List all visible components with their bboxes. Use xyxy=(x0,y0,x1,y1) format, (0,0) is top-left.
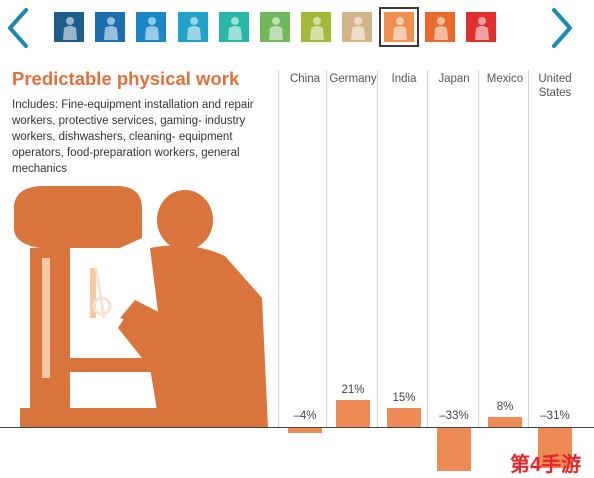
bar xyxy=(538,428,572,469)
chevron-right-icon xyxy=(552,8,572,48)
worker-icon xyxy=(260,12,290,42)
worker-tile-9[interactable] xyxy=(378,7,419,47)
value-label: 21% xyxy=(341,383,365,396)
worker-tile-5[interactable] xyxy=(218,12,249,42)
worker-icon xyxy=(54,12,84,42)
value-label: –33% xyxy=(439,410,469,422)
panel-title: Predictable physical work xyxy=(12,68,240,89)
worker-tile-1[interactable] xyxy=(54,12,84,42)
category-label: China xyxy=(289,73,321,85)
worker-tile-3[interactable] xyxy=(136,12,167,42)
worker-tile-8[interactable] xyxy=(342,12,373,42)
column-divider xyxy=(278,70,279,428)
worker-icon xyxy=(95,12,126,42)
category-label: Mexico xyxy=(486,73,524,85)
worker-tile-2[interactable] xyxy=(95,12,126,42)
worker-icon xyxy=(342,12,373,42)
column-divider xyxy=(326,70,327,428)
category-label: Japan xyxy=(438,73,470,85)
value-label: 8% xyxy=(496,400,514,413)
watermark: 第4手游 xyxy=(510,454,582,476)
worker-tile-7[interactable] xyxy=(301,12,332,42)
worker-icon xyxy=(466,12,496,42)
bar xyxy=(488,416,522,427)
bar xyxy=(387,407,421,427)
value-label: –4% xyxy=(293,410,317,422)
column-divider xyxy=(478,70,479,428)
worker-icon xyxy=(177,12,208,42)
panel-description: Includes: Fine-equipment installation an… xyxy=(12,99,254,175)
category-label: India xyxy=(391,73,417,85)
chevron-left-icon xyxy=(8,8,28,48)
column-divider xyxy=(427,70,428,428)
drill-press-worker-illustration xyxy=(14,186,268,428)
value-label: 15% xyxy=(392,391,416,404)
next-arrow-button[interactable] xyxy=(548,6,576,50)
bar xyxy=(288,428,322,434)
category-label: Germany xyxy=(329,73,377,85)
worker-tile-11[interactable] xyxy=(466,12,496,42)
worker-tile-10[interactable] xyxy=(424,12,455,42)
worker-tile-4[interactable] xyxy=(177,12,208,42)
value-label: –31% xyxy=(540,410,570,422)
worker-icon xyxy=(301,12,332,42)
column-divider xyxy=(528,70,529,428)
worker-tile-6[interactable] xyxy=(260,12,290,42)
category-label: United States xyxy=(538,73,572,99)
column-divider xyxy=(377,70,378,428)
worker-icon xyxy=(218,12,249,42)
bar xyxy=(336,399,370,427)
bar xyxy=(437,428,471,471)
worker-icon xyxy=(383,12,414,42)
worker-icon xyxy=(136,12,167,42)
prev-arrow-button[interactable] xyxy=(4,6,32,50)
worker-icon xyxy=(424,12,455,42)
chart-baseline xyxy=(0,427,594,428)
